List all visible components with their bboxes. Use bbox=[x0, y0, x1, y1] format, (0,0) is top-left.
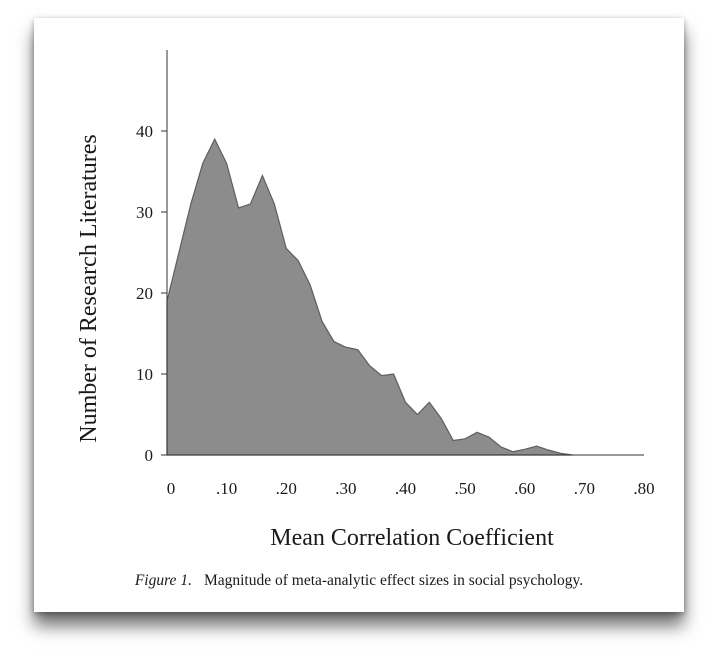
series-area bbox=[166, 137, 573, 456]
caption-text: Magnitude of meta-analytic effect sizes … bbox=[203, 572, 584, 589]
y-axis-title: Number of Research Literatures bbox=[76, 134, 102, 443]
y-tick-label: 10 bbox=[136, 365, 153, 384]
y-tick-label: 40 bbox=[136, 122, 153, 141]
y-tick-label: 0 bbox=[145, 446, 154, 465]
x-axis-title: Mean Correlation Coefficient bbox=[270, 525, 554, 551]
y-tick-label: 30 bbox=[136, 203, 153, 222]
x-tick-label: .40 bbox=[395, 479, 416, 498]
x-tick-label: .20 bbox=[276, 479, 297, 498]
x-tick-label: 0 bbox=[167, 479, 176, 498]
area-chart: 0 10 20 30 40 0 .10 .20 .30 .40 .50 .60 .70 .80 Mean C… bbox=[76, 50, 655, 551]
x-tick-label: .70 bbox=[574, 479, 595, 498]
x-tick-label: .50 bbox=[455, 479, 476, 498]
x-tick-label: .80 bbox=[633, 479, 654, 498]
figure-label: Figure 1. bbox=[134, 572, 192, 589]
figure-caption: Figure 1. Magnitude of meta-analytic effe… bbox=[34, 572, 684, 590]
x-tick-label: .60 bbox=[514, 479, 535, 498]
x-tick-label: .10 bbox=[216, 479, 237, 498]
y-tick-label: 20 bbox=[136, 284, 153, 303]
x-tick-label: .30 bbox=[335, 479, 356, 498]
figure-card: 0 10 20 30 40 0 .10 .20 .30 .40 .50 .60 .70 .80 Mean C… bbox=[34, 18, 684, 612]
